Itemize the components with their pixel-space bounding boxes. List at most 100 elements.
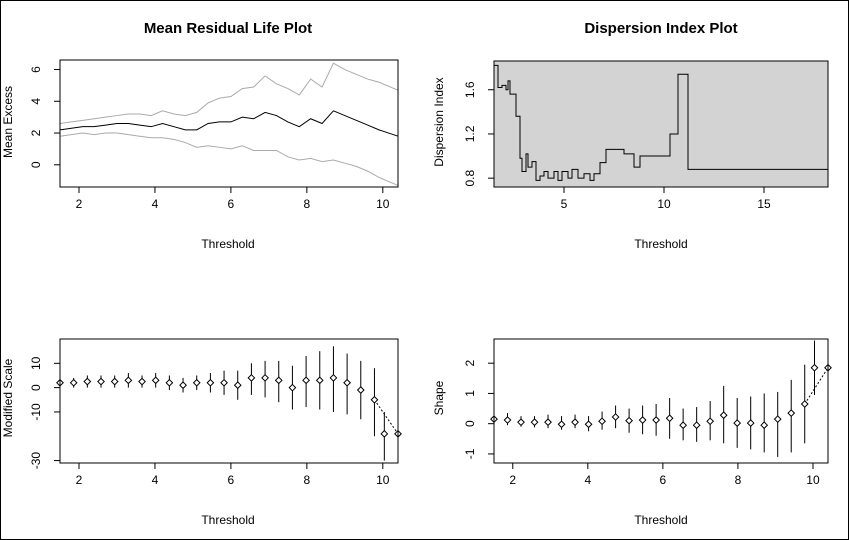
di-line: [494, 64, 828, 181]
mrl-title: Mean Residual Life Plot: [144, 20, 312, 37]
shape-ytick-label: -1: [463, 448, 477, 459]
shape-point: [625, 416, 634, 425]
shape-point: [530, 418, 539, 427]
shape-point: [665, 414, 674, 423]
ms-point: [192, 378, 201, 387]
shape-ytick-label: 1: [463, 390, 477, 397]
ms-point: [370, 395, 379, 404]
ms-ytick-label: 10: [29, 356, 43, 370]
shape-point: [810, 363, 819, 372]
di-plot-box: [493, 60, 829, 188]
ms-point: [206, 378, 215, 387]
mrl-ylabel: Mean Excess: [1, 86, 15, 158]
ms-point: [124, 376, 133, 385]
shape-xlabel: Threshold: [634, 513, 687, 527]
mean-residual-life-panel: Mean Residual Life Plot Threshold Mean E…: [1, 20, 399, 251]
shape-xtick-label: 10: [806, 473, 820, 487]
ms-point: [261, 373, 269, 382]
di-ylabel: Dispersion Index: [432, 77, 446, 166]
mrl-xtick-label: 8: [304, 197, 311, 211]
mrl-ytick-label: 6: [29, 66, 43, 73]
shape-xtick-label: 8: [735, 473, 742, 487]
ms-point: [220, 378, 228, 387]
mrl-xtick-label: 6: [228, 197, 235, 211]
shape-tail-segment: [804, 367, 829, 405]
ms-point: [315, 376, 324, 385]
mrl-xlabel: Threshold: [201, 237, 254, 251]
shape-point: [800, 400, 809, 408]
mrl-mean-line: [59, 110, 399, 137]
ms-tail-segment: [374, 399, 399, 435]
di-ytick-label: 1.2: [463, 125, 477, 142]
mrl-xtick-label: 4: [152, 197, 159, 211]
shape-point: [787, 409, 796, 418]
ms-xtick-label: 10: [376, 473, 390, 487]
di-xtick-label: 5: [561, 197, 568, 211]
ms-point: [329, 373, 338, 382]
mrl-xtick-label: 2: [76, 197, 83, 211]
mrl-ytick-label: 4: [29, 98, 43, 105]
ms-point: [302, 376, 311, 385]
ms-xlabel: Threshold: [201, 513, 254, 527]
shape-point: [584, 420, 593, 429]
ms-point: [343, 378, 352, 387]
shape-point: [773, 415, 782, 424]
shape-ytick-label: 2: [463, 360, 477, 367]
shape-point: [706, 417, 715, 426]
shape-panel: Threshold Shape 2 4 6 8 10 -1 0 1 2: [432, 338, 832, 527]
ms-xtick-label: 8: [304, 473, 311, 487]
shape-point: [503, 416, 512, 424]
ms-plot-box: [59, 338, 399, 464]
ms-point: [179, 381, 187, 390]
ms-point: [247, 373, 256, 382]
shape-ylabel: Shape: [432, 380, 446, 415]
shape-point: [719, 411, 728, 420]
di-xlabel: Threshold: [634, 237, 687, 251]
mrl-upper-line: [59, 62, 399, 124]
di-background: [494, 61, 828, 187]
shape-xtick-label: 2: [509, 473, 516, 487]
ms-point: [83, 377, 92, 386]
di-xtick-label: 10: [657, 197, 671, 211]
shape-plot-box: [493, 338, 829, 464]
ms-point: [380, 429, 389, 438]
shape-point: [598, 417, 606, 426]
shape-point: [638, 416, 647, 424]
shape-point: [760, 421, 769, 430]
shape-xtick-label: 6: [660, 473, 667, 487]
ms-xtick-label: 2: [76, 473, 83, 487]
modified-scale-panel: Threshold Modified Scale 2 4 6 8 10 -30 -10 0 10: [1, 338, 402, 527]
ms-point: [69, 378, 78, 387]
shape-ytick-label: 0: [463, 420, 477, 427]
ms-ytick-label: 0: [29, 384, 43, 391]
shape-point: [544, 418, 552, 427]
shape-point: [571, 418, 579, 427]
shape-point: [679, 421, 688, 430]
ms-point: [110, 377, 119, 386]
di-ytick-label: 0.8: [463, 169, 477, 186]
shape-point: [746, 419, 755, 427]
ms-point: [165, 378, 174, 387]
mrl-ytick-label: 0: [29, 161, 43, 168]
ms-point: [288, 383, 297, 392]
ms-point: [356, 386, 365, 394]
ms-ytick-label: -10: [29, 403, 43, 421]
shape-xtick-label: 4: [584, 473, 591, 487]
mrl-ytick-label: 2: [29, 129, 43, 136]
shape-point: [557, 420, 566, 429]
ms-point: [233, 381, 242, 390]
di-title: Dispersion Index Plot: [584, 20, 737, 37]
shape-point: [517, 418, 525, 427]
ms-point: [97, 377, 105, 386]
ms-ylabel: Modified Scale: [1, 358, 15, 437]
mrl-lower-line: [59, 132, 399, 186]
ms-xtick-label: 4: [152, 473, 159, 487]
ms-point: [138, 377, 146, 386]
di-xtick-label: 15: [757, 197, 771, 211]
ms-point: [151, 376, 160, 385]
shape-point: [733, 419, 742, 427]
mrl-xtick-label: 10: [376, 197, 390, 211]
ms-ytick-label: -30: [29, 452, 43, 470]
di-ytick-label: 1.6: [463, 81, 477, 98]
